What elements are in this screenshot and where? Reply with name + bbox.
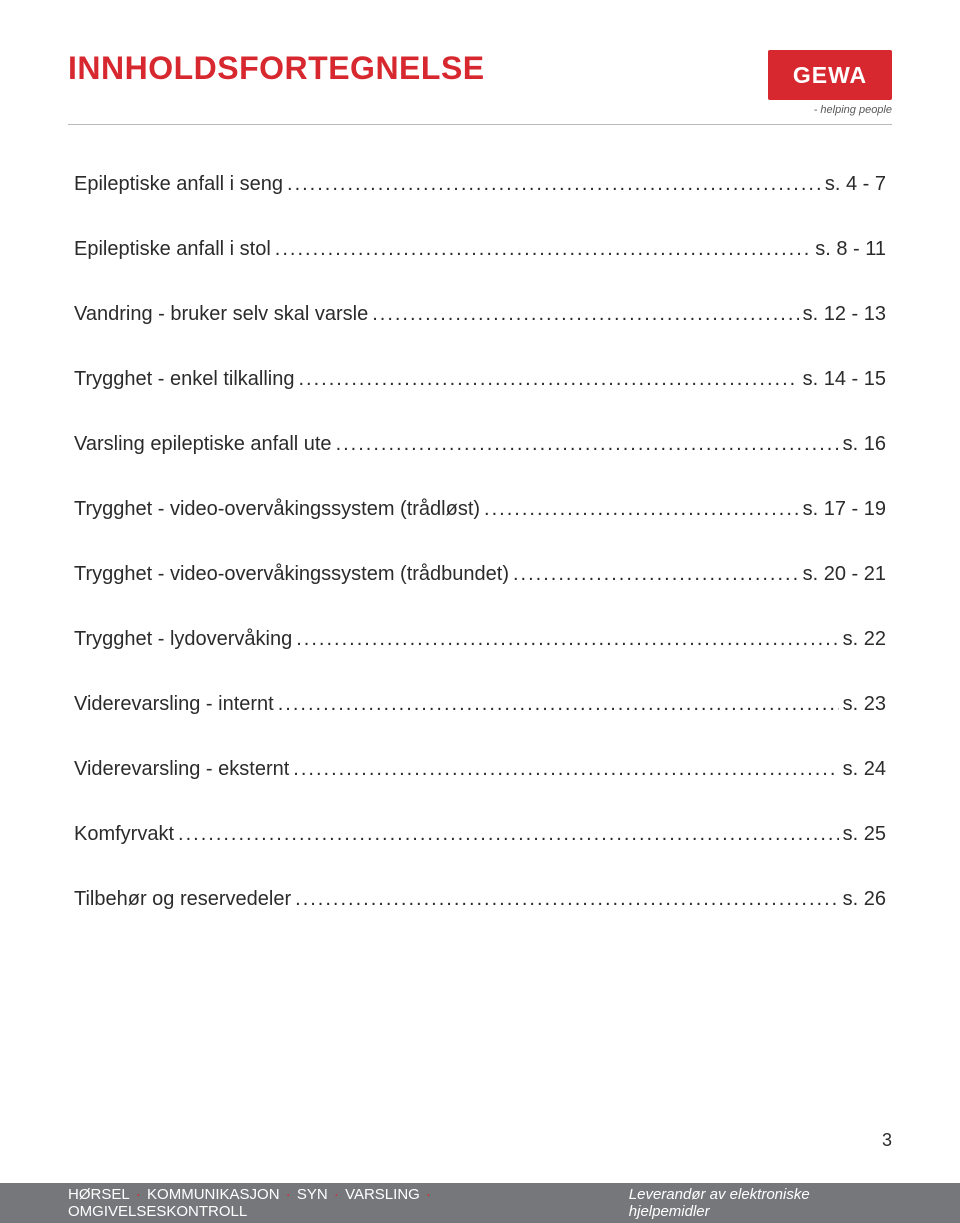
toc-leader [513, 563, 799, 586]
toc-page: s. 23 [843, 693, 886, 716]
toc-row: Epileptiske anfall i seng s. 4 - 7 [74, 173, 886, 196]
toc-page: s. 12 - 13 [803, 303, 886, 326]
toc-label: Viderevarsling - eksternt [74, 758, 289, 781]
footer-separator: · [282, 1186, 295, 1203]
toc-label: Epileptiske anfall i seng [74, 173, 283, 196]
toc-page: s. 22 [843, 628, 886, 651]
toc-leader [295, 888, 839, 911]
logo-badge: GEWA [768, 50, 892, 100]
toc-page: s. 16 [843, 433, 886, 456]
footer-category: SYN [297, 1186, 328, 1203]
toc-page: s. 17 - 19 [803, 498, 886, 521]
toc-row: Trygghet - video-overvåkingssystem (tråd… [74, 563, 886, 586]
toc-page: s. 26 [843, 888, 886, 911]
toc-row: Viderevarsling - eksternt s. 24 [74, 758, 886, 781]
page-number: 3 [882, 1130, 892, 1151]
toc-label: Trygghet - video-overvåkingssystem (tråd… [74, 498, 480, 521]
toc-page: s. 24 [843, 758, 886, 781]
toc-page: s. 14 - 15 [803, 368, 886, 391]
toc-row: Trygghet - enkel tilkalling s. 14 - 15 [74, 368, 886, 391]
toc-leader [296, 628, 838, 651]
footer-separator: · [330, 1186, 343, 1203]
toc-row: Viderevarsling - internt s. 23 [74, 693, 886, 716]
brand-logo: GEWA - helping people [762, 50, 892, 116]
toc-page: s. 25 [843, 823, 886, 846]
toc-row: Tilbehør og reservedeler s. 26 [74, 888, 886, 911]
toc-leader [293, 758, 838, 781]
toc-label: Tilbehør og reservedeler [74, 888, 291, 911]
toc-label: Trygghet - video-overvåkingssystem (tråd… [74, 563, 509, 586]
toc-leader [287, 173, 821, 196]
toc-row: Vandring - bruker selv skal varsle s. 12 … [74, 303, 886, 326]
footer-category: KOMMUNIKASJON [147, 1186, 280, 1203]
toc-label: Viderevarsling - internt [74, 693, 274, 716]
toc-leader [278, 693, 839, 716]
toc-row: Epileptiske anfall i stol s. 8 - 11 [74, 238, 886, 261]
toc-leader [336, 433, 839, 456]
footer-category: HØRSEL [68, 1186, 130, 1203]
toc-leader [298, 368, 798, 391]
page-footer: HØRSEL · KOMMUNIKASJON · SYN · VARSLING … [0, 1183, 960, 1223]
toc-label: Komfyrvakt [74, 823, 174, 846]
toc-page: s. 20 - 21 [803, 563, 886, 586]
toc-leader [372, 303, 798, 326]
toc-leader [178, 823, 839, 846]
footer-separator: · [422, 1186, 431, 1203]
footer-category: OMGIVELSESKONTROLL [68, 1203, 247, 1220]
page-title: INNHOLDSFORTEGNELSE [68, 50, 485, 87]
toc-page: s. 8 - 11 [815, 238, 886, 261]
toc-label: Trygghet - lydovervåking [74, 628, 292, 651]
header-rule [68, 124, 892, 125]
toc-row: Komfyrvakt s. 25 [74, 823, 886, 846]
footer-separator: · [132, 1186, 145, 1203]
toc-row: Trygghet - video-overvåkingssystem (tråd… [74, 498, 886, 521]
table-of-contents: Epileptiske anfall i sengs. 4 - 7Epilept… [68, 173, 892, 911]
footer-tagline: Leverandør av elektroniske hjelpemidler [629, 1186, 892, 1220]
footer-category: VARSLING [345, 1186, 420, 1203]
toc-label: Trygghet - enkel tilkalling [74, 368, 294, 391]
toc-row: Trygghet - lydovervåking s. 22 [74, 628, 886, 651]
toc-label: Epileptiske anfall i stol [74, 238, 271, 261]
toc-leader [484, 498, 799, 521]
toc-label: Varsling epileptiske anfall ute [74, 433, 332, 456]
toc-page: s. 4 - 7 [825, 173, 886, 196]
logo-tagline: - helping people [762, 104, 892, 116]
toc-label: Vandring - bruker selv skal varsle [74, 303, 368, 326]
toc-leader [275, 238, 811, 261]
toc-row: Varsling epileptiske anfall ute s. 16 [74, 433, 886, 456]
footer-categories: HØRSEL · KOMMUNIKASJON · SYN · VARSLING … [68, 1186, 611, 1220]
